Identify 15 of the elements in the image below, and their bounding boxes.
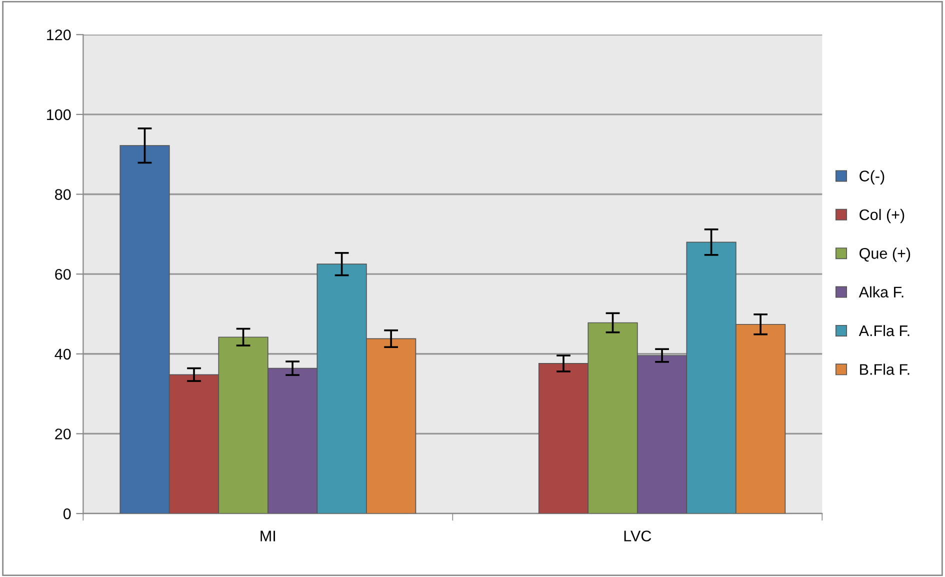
x-tick-label: LVC xyxy=(624,530,652,542)
y-tick-label: 40 xyxy=(54,348,71,360)
y-tick-label: 0 xyxy=(63,508,71,520)
y-tick-label: 120 xyxy=(47,29,71,40)
y-tick-label: 100 xyxy=(47,109,71,120)
y-tick-label: 60 xyxy=(55,268,71,280)
legend-label: Col (+) xyxy=(860,208,904,224)
legend-label: C(-) xyxy=(860,170,884,184)
legend-label: B.Fla F. xyxy=(860,364,910,375)
legend-label: A.Fla F. xyxy=(858,324,910,336)
y-tick-label: 20 xyxy=(55,428,71,440)
x-tick-label: MI xyxy=(260,530,275,542)
legend-label: Alka F. xyxy=(858,286,904,298)
y-tick-label: 80 xyxy=(55,189,71,200)
legend-label: Que (+) xyxy=(860,248,910,262)
